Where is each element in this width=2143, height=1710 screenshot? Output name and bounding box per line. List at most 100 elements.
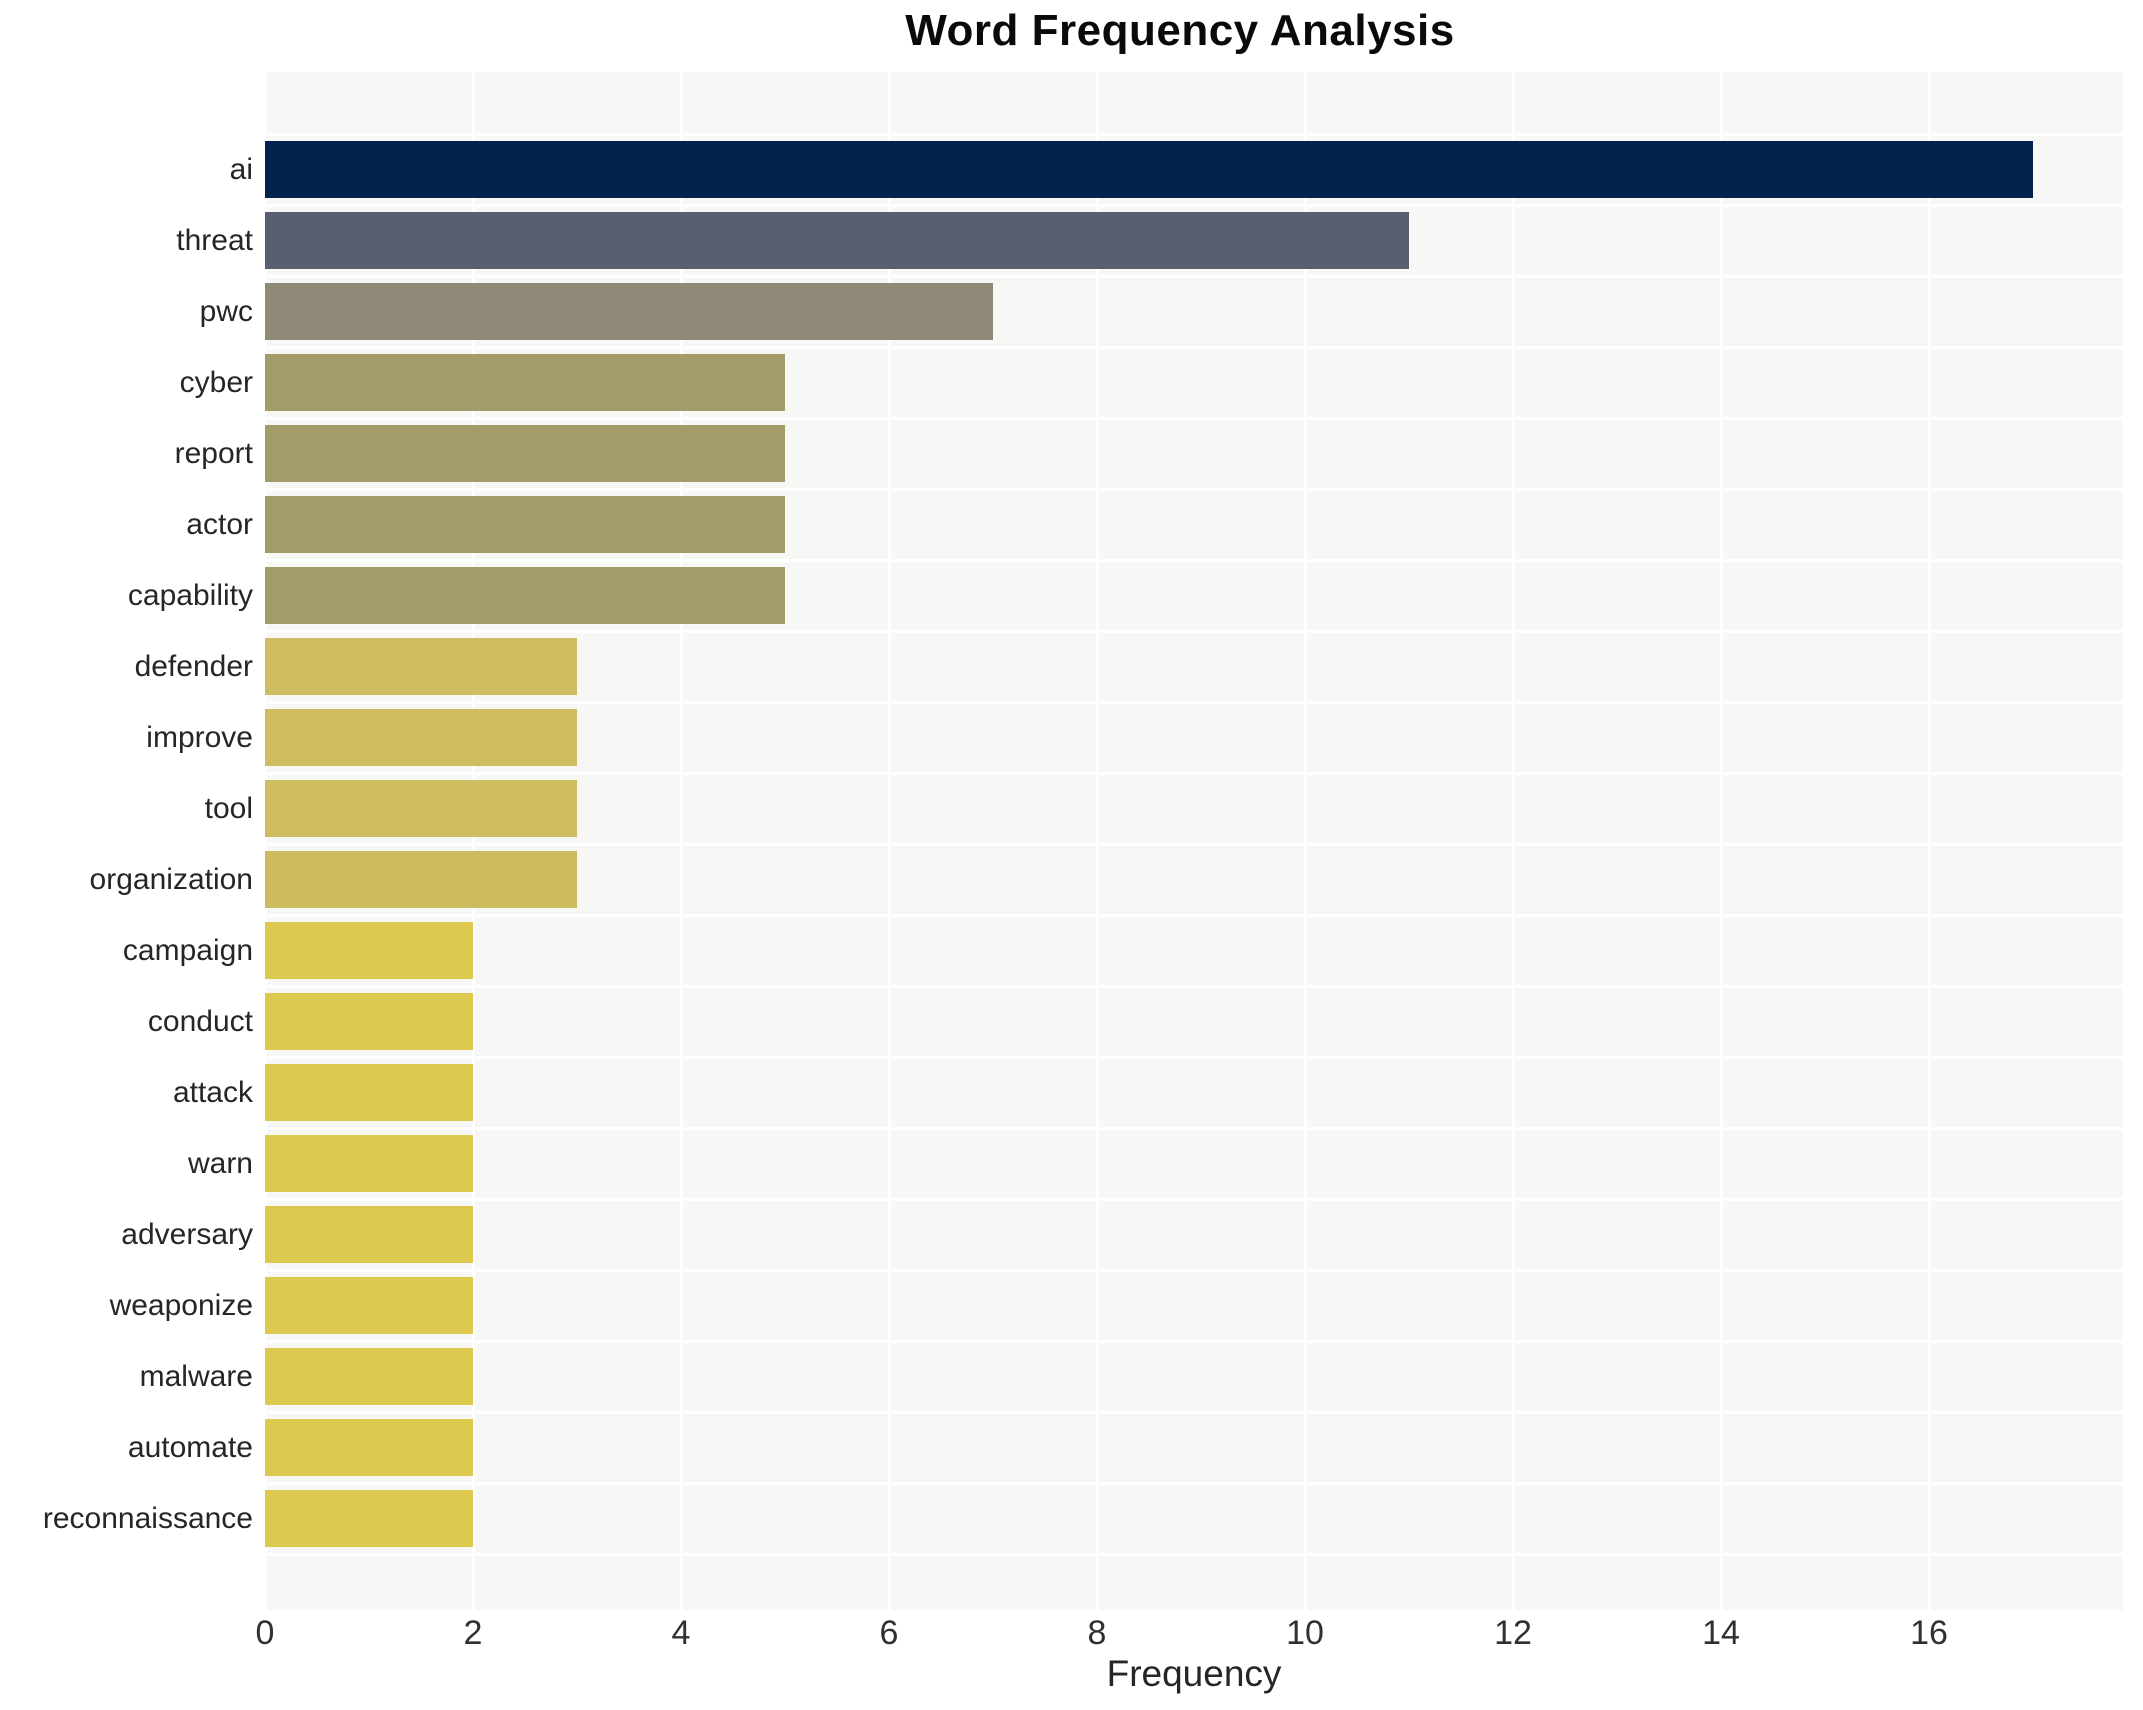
frequency-bar bbox=[265, 638, 577, 695]
gridline-horizontal bbox=[265, 629, 2123, 633]
gridline-horizontal bbox=[265, 345, 2123, 349]
frequency-bar bbox=[265, 1064, 473, 1121]
y-axis-label: reconnaissance bbox=[42, 1501, 253, 1535]
x-axis: 0 2 4 6 8 10 12 14 16 bbox=[0, 1616, 2143, 1656]
frequency-bar bbox=[265, 567, 785, 624]
bar-row: weaponize bbox=[0, 1270, 2143, 1341]
gridline-horizontal bbox=[265, 416, 2123, 420]
bar-row: attack bbox=[0, 1057, 2143, 1128]
y-axis-label: organization bbox=[89, 862, 253, 896]
frequency-bar bbox=[265, 1490, 473, 1547]
bar-row: capability bbox=[0, 560, 2143, 631]
gridline-horizontal bbox=[265, 700, 2123, 704]
y-axis-label: adversary bbox=[121, 1217, 253, 1251]
gridline-horizontal bbox=[265, 771, 2123, 775]
y-axis-label: attack bbox=[172, 1075, 253, 1109]
y-axis-label: conduct bbox=[147, 1004, 253, 1038]
bar-row: report bbox=[0, 418, 2143, 489]
gridline-vertical bbox=[1511, 72, 1515, 1610]
gridline-horizontal bbox=[265, 1481, 2123, 1485]
bar-row: campaign bbox=[0, 915, 2143, 986]
x-axis-tick-label: 4 bbox=[671, 1614, 691, 1652]
gridline-horizontal bbox=[265, 1197, 2123, 1201]
y-axis-label: tool bbox=[204, 791, 253, 825]
frequency-bar bbox=[265, 851, 577, 908]
bar-row: reconnaissance bbox=[0, 1483, 2143, 1554]
frequency-bar bbox=[265, 709, 577, 766]
gridline-horizontal bbox=[265, 487, 2123, 491]
gridline-vertical bbox=[679, 72, 683, 1610]
x-axis-tick-label: 6 bbox=[879, 1614, 899, 1652]
bar-row: conduct bbox=[0, 986, 2143, 1057]
gridline-horizontal bbox=[265, 203, 2123, 207]
chart-title: Word Frequency Analysis bbox=[905, 6, 1455, 55]
gridline-horizontal bbox=[265, 1339, 2123, 1343]
bar-row: cyber bbox=[0, 347, 2143, 418]
gridline-horizontal bbox=[265, 558, 2123, 562]
y-axis-label: weaponize bbox=[109, 1288, 253, 1322]
y-axis-label: threat bbox=[176, 223, 253, 257]
frequency-bar bbox=[265, 922, 473, 979]
frequency-bar bbox=[265, 425, 785, 482]
bar-row: defender bbox=[0, 631, 2143, 702]
frequency-bar bbox=[265, 1277, 473, 1334]
y-axis-label: automate bbox=[127, 1430, 253, 1464]
bar-row: actor bbox=[0, 489, 2143, 560]
frequency-bar bbox=[265, 283, 993, 340]
y-axis-label: malware bbox=[139, 1359, 253, 1393]
bar-rows: ai threat pwc cyber report actor capability def… bbox=[0, 134, 2143, 1554]
frequency-bar bbox=[265, 354, 785, 411]
y-axis-label: pwc bbox=[199, 294, 253, 328]
y-axis-label: capability bbox=[127, 578, 253, 612]
frequency-bar bbox=[265, 141, 2033, 198]
x-axis-tick-label: 12 bbox=[1494, 1614, 1532, 1652]
frequency-bar bbox=[265, 212, 1409, 269]
bar-row: automate bbox=[0, 1412, 2143, 1483]
x-axis-tick-label: 14 bbox=[1702, 1614, 1740, 1652]
gridline-horizontal bbox=[265, 1268, 2123, 1272]
frequency-bar bbox=[265, 993, 473, 1050]
frequency-bar bbox=[265, 780, 577, 837]
gridline-vertical bbox=[263, 72, 267, 1610]
gridline-vertical bbox=[887, 72, 891, 1610]
x-axis-tick-label: 16 bbox=[1910, 1614, 1948, 1652]
frequency-bar bbox=[265, 1348, 473, 1405]
y-axis-label: report bbox=[174, 436, 253, 470]
bar-row: improve bbox=[0, 702, 2143, 773]
bar-row: tool bbox=[0, 773, 2143, 844]
gridline-vertical bbox=[1303, 72, 1307, 1610]
bar-row: warn bbox=[0, 1128, 2143, 1199]
bar-row: ai bbox=[0, 134, 2143, 205]
y-axis-label: campaign bbox=[122, 933, 253, 967]
frequency-bar bbox=[265, 1206, 473, 1263]
x-axis-title: Frequency bbox=[1106, 1653, 1282, 1694]
y-axis-label: defender bbox=[134, 649, 253, 683]
gridline-vertical bbox=[1719, 72, 1723, 1610]
gridline-horizontal bbox=[265, 984, 2123, 988]
gridline-horizontal bbox=[265, 842, 2123, 846]
gridline-horizontal bbox=[265, 1552, 2123, 1556]
gridline-horizontal bbox=[265, 913, 2123, 917]
frequency-bar bbox=[265, 1419, 473, 1476]
bar-row: adversary bbox=[0, 1199, 2143, 1270]
x-axis-tick-label: 0 bbox=[255, 1614, 275, 1652]
y-axis-label: improve bbox=[146, 720, 253, 754]
x-axis-tick-label: 8 bbox=[1087, 1614, 1107, 1652]
frequency-bar bbox=[265, 1135, 473, 1192]
gridline-vertical bbox=[1927, 72, 1931, 1610]
gridline-horizontal bbox=[265, 1410, 2123, 1414]
bar-row: organization bbox=[0, 844, 2143, 915]
gridline-vertical bbox=[1095, 72, 1099, 1610]
y-axis-label: ai bbox=[229, 152, 253, 186]
bar-row: threat bbox=[0, 205, 2143, 276]
y-axis-label: actor bbox=[186, 507, 253, 541]
frequency-bar bbox=[265, 496, 785, 553]
y-axis-label: warn bbox=[187, 1146, 253, 1180]
gridline-horizontal bbox=[265, 1055, 2123, 1059]
y-axis-label: cyber bbox=[179, 365, 253, 399]
gridline-horizontal bbox=[265, 132, 2123, 136]
x-axis-tick-label: 2 bbox=[463, 1614, 483, 1652]
x-axis-tick-label: 10 bbox=[1286, 1614, 1324, 1652]
bar-row: pwc bbox=[0, 276, 2143, 347]
bar-row: malware bbox=[0, 1341, 2143, 1412]
